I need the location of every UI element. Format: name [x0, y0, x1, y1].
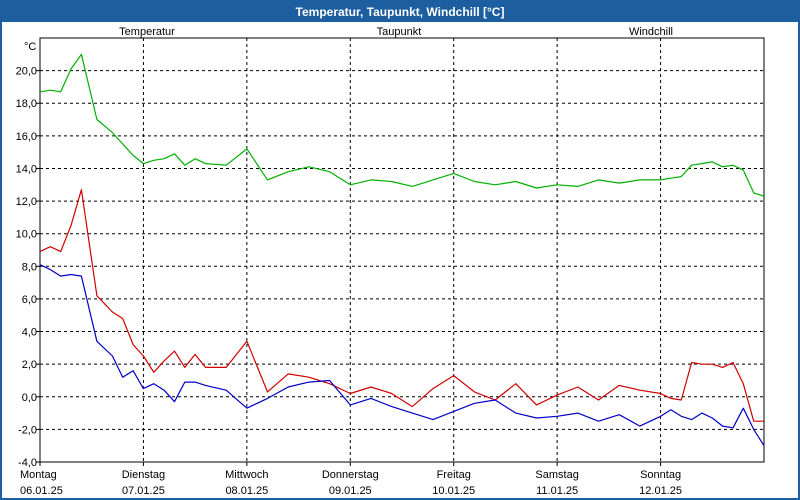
x-tick-day: Freitag: [437, 469, 471, 481]
x-tick-date: 06.01.25: [20, 485, 63, 497]
y-tick-label: 16,0: [16, 131, 37, 143]
series-line-taupunkt: [39, 264, 765, 447]
y-tick-label: 8,0: [22, 261, 37, 273]
x-tick-day: Donnerstag: [322, 469, 379, 481]
y-tick-label: -2,0: [18, 424, 37, 436]
x-tick-day: Dienstag: [122, 469, 165, 481]
y-tick-label: -4,0: [18, 457, 37, 469]
y-tick-label: 2,0: [22, 359, 37, 371]
x-tick-date: 09.01.25: [329, 485, 372, 497]
x-tick-date: 11.01.25: [536, 485, 578, 497]
chart-title: Temperatur, Taupunkt, Windchill [°C]: [2, 2, 798, 22]
y-tick-label: 12,0: [16, 196, 37, 208]
y-tick-label: 4,0: [22, 327, 37, 339]
series-line-windchill: [39, 53, 765, 197]
x-tick-date: 10.01.25: [432, 485, 475, 497]
x-tick-date: 08.01.25: [225, 485, 268, 497]
series-line-temperatur: [39, 189, 764, 422]
y-tick-label: 14,0: [16, 163, 37, 175]
y-tick-label: 10,0: [16, 229, 37, 241]
x-tick-day: Samstag: [535, 469, 578, 481]
x-tick-day: Sonntag: [640, 469, 681, 481]
x-tick-date: 12.01.25: [639, 485, 682, 497]
plot-area: [39, 37, 765, 463]
y-tick-label: 18,0: [16, 98, 37, 110]
y-tick-label: 0,0: [22, 392, 37, 404]
y-axis-label: °C: [24, 41, 36, 53]
series-lines: [39, 53, 765, 447]
x-tick-day: Mittwoch: [225, 469, 268, 481]
y-tick-label: 20,0: [16, 66, 37, 78]
x-tick-day: Montag: [20, 469, 57, 481]
legend-taupunkt: Taupunkt: [377, 26, 422, 38]
legend-windchill: Windchill: [629, 26, 673, 38]
grid-lines: [40, 38, 764, 462]
y-tick-label: 6,0: [22, 294, 37, 306]
y-axis-ticks: 20,0 18,0 16,0 14,0 12,0 10,0 8,0 6,0 4,0 2,0 0,0 -…: [16, 66, 40, 469]
x-tick-date: 07.01.25: [122, 485, 165, 497]
x-axis-ticks: Montag 06.01.25 Dienstag 07.01.25 Mittwoch 08…: [20, 462, 682, 497]
legend-temperatur: Temperatur: [119, 26, 175, 38]
